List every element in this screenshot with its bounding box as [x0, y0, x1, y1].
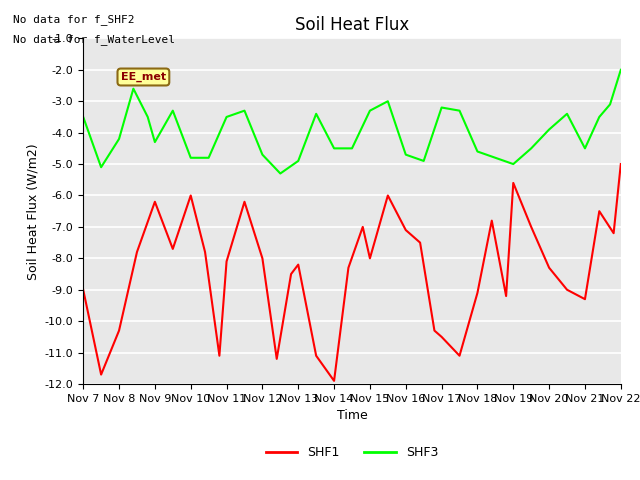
SHF1 [617, 161, 625, 167]
SHF1 [402, 227, 410, 233]
SHF3 [151, 139, 159, 145]
SHF1 [259, 255, 266, 261]
SHF1 [273, 356, 280, 362]
Y-axis label: Soil Heat Flux (W/m2): Soil Heat Flux (W/m2) [26, 143, 39, 279]
SHF3 [241, 108, 248, 114]
SHF1 [201, 249, 209, 255]
SHF1 [456, 353, 463, 359]
Text: No data for f_SHF2: No data for f_SHF2 [13, 14, 134, 25]
SHF3 [223, 114, 230, 120]
SHF3 [129, 86, 137, 92]
SHF3 [581, 145, 589, 151]
SHF3 [456, 108, 463, 114]
SHF1 [330, 378, 338, 384]
SHF3 [330, 145, 338, 151]
SHF1 [216, 353, 223, 359]
SHF3 [169, 108, 177, 114]
SHF3 [79, 114, 87, 120]
Line: SHF1: SHF1 [83, 164, 621, 381]
Legend: SHF1, SHF3: SHF1, SHF3 [261, 441, 443, 464]
SHF1 [287, 271, 295, 277]
SHF1 [359, 224, 367, 230]
SHF3 [617, 67, 625, 72]
SHF1 [223, 259, 230, 264]
SHF3 [420, 158, 428, 164]
SHF1 [344, 265, 352, 271]
SHF3 [492, 155, 499, 161]
SHF1 [187, 192, 195, 198]
SHF1 [527, 224, 535, 230]
SHF3 [545, 127, 553, 132]
SHF1 [488, 218, 495, 224]
SHF3 [474, 149, 481, 155]
SHF3 [294, 158, 302, 164]
SHF3 [366, 108, 374, 114]
SHF1 [545, 265, 553, 271]
SHF3 [115, 136, 123, 142]
SHF1 [509, 180, 517, 186]
SHF1 [115, 328, 123, 334]
SHF3 [205, 155, 212, 161]
SHF3 [438, 105, 445, 110]
SHF3 [187, 155, 195, 161]
SHF1 [563, 287, 571, 293]
SHF1 [366, 255, 374, 261]
SHF3 [259, 152, 266, 157]
SHF3 [402, 152, 410, 157]
SHF3 [348, 145, 356, 151]
SHF3 [527, 145, 535, 151]
SHF1 [294, 262, 302, 267]
SHF3 [595, 114, 603, 120]
SHF3 [509, 161, 517, 167]
Text: No data for f_WaterLevel: No data for f_WaterLevel [13, 34, 175, 45]
SHF1 [431, 328, 438, 334]
SHF3 [144, 114, 152, 120]
SHF1 [581, 296, 589, 302]
SHF1 [502, 293, 510, 299]
SHF1 [97, 372, 105, 377]
SHF1 [438, 334, 445, 340]
SHF1 [133, 249, 141, 255]
SHF3 [563, 111, 571, 117]
SHF3 [276, 170, 284, 176]
SHF1 [595, 208, 603, 214]
SHF3 [97, 164, 105, 170]
SHF1 [312, 353, 320, 359]
SHF1 [241, 199, 248, 204]
SHF1 [151, 199, 159, 204]
SHF1 [79, 287, 87, 293]
SHF1 [474, 290, 481, 296]
Text: EE_met: EE_met [121, 72, 166, 82]
Line: SHF3: SHF3 [83, 70, 621, 173]
SHF3 [312, 111, 320, 117]
SHF1 [610, 230, 618, 236]
SHF1 [384, 192, 392, 198]
SHF3 [606, 101, 614, 107]
SHF3 [384, 98, 392, 104]
X-axis label: Time: Time [337, 409, 367, 422]
SHF1 [416, 240, 424, 245]
SHF1 [169, 246, 177, 252]
Title: Soil Heat Flux: Soil Heat Flux [295, 16, 409, 34]
